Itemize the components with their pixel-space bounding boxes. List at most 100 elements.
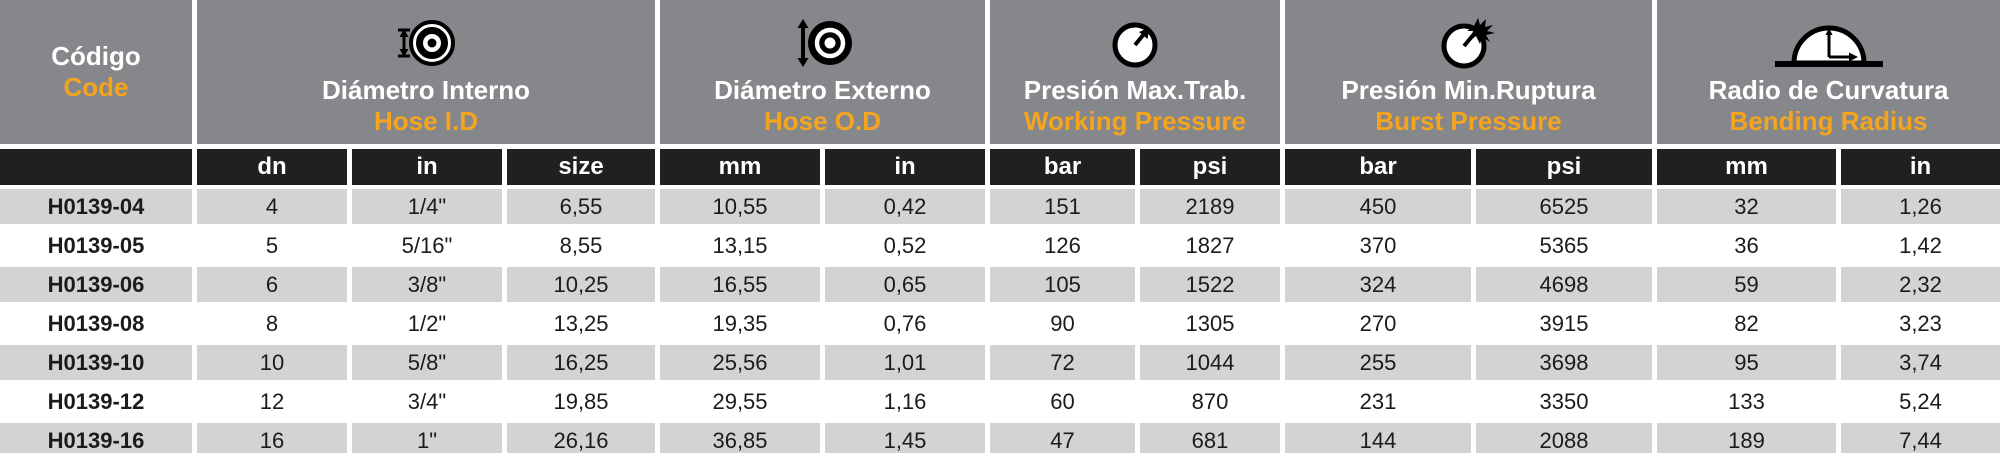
cell-size: 26,16 [507, 419, 660, 453]
table-row: H0139-05 5 5/16" 8,55 13,15 0,52 126 182… [0, 224, 2000, 263]
cell-bp-psi: 6525 [1476, 185, 1657, 224]
cell-bp-bar: 255 [1285, 341, 1476, 380]
unit-mm-br: mm [1657, 144, 1841, 185]
cell-br-in: 2,32 [1841, 263, 2000, 302]
code-cell: H0139-12 [0, 380, 197, 419]
cell-od-mm: 16,55 [660, 263, 825, 302]
cell-wp-bar: 151 [990, 185, 1140, 224]
cell-bp-psi: 4698 [1476, 263, 1657, 302]
header-working-pressure: Presión Max.Trab. Working Pressure [990, 0, 1285, 144]
cell-bp-psi: 3915 [1476, 302, 1657, 341]
cell-dn: 5 [197, 224, 352, 263]
header-working-pressure-es: Presión Max.Trab. [1023, 75, 1247, 105]
unit-dn: dn [197, 144, 352, 185]
header-codigo-es: Código [51, 40, 141, 71]
pressure-gauge-icon [1109, 18, 1161, 70]
code-cell: H0139-16 [0, 419, 197, 453]
table-row: H0139-16 16 1" 26,16 36,85 1,45 47 681 1… [0, 419, 2000, 453]
cell-size: 10,25 [507, 263, 660, 302]
cell-wp-bar: 105 [990, 263, 1140, 302]
cell-wp-bar: 60 [990, 380, 1140, 419]
cell-bp-bar: 370 [1285, 224, 1476, 263]
table-row: H0139-08 8 1/2" 13,25 19,35 0,76 90 1305… [0, 302, 2000, 341]
cell-dn: 4 [197, 185, 352, 224]
cell-od-in: 0,52 [825, 224, 990, 263]
cell-br-in: 3,74 [1841, 341, 2000, 380]
cell-od-mm: 29,55 [660, 380, 825, 419]
header-burst-pressure-en: Burst Pressure [1375, 106, 1562, 136]
burst-pressure-gauge-icon [1440, 16, 1498, 70]
header-inner-diameter-en: Hose I.D [373, 106, 479, 136]
cell-wp-bar: 72 [990, 341, 1140, 380]
table-body: H0139-04 4 1/4" 6,55 10,55 0,42 151 2189… [0, 185, 2000, 453]
cell-br-mm: 32 [1657, 185, 1841, 224]
unit-psi-wp: psi [1140, 144, 1285, 185]
cell-od-in: 0,65 [825, 263, 990, 302]
cell-bp-bar: 231 [1285, 380, 1476, 419]
cell-size: 6,55 [507, 185, 660, 224]
cell-br-mm: 59 [1657, 263, 1841, 302]
code-cell: H0139-05 [0, 224, 197, 263]
header-burst-pressure: Presión Min.Ruptura Burst Pressure [1285, 0, 1657, 144]
cell-dn: 16 [197, 419, 352, 453]
cell-od-in: 1,01 [825, 341, 990, 380]
cell-od-in: 1,45 [825, 419, 990, 453]
header-outer-diameter-es: Diámetro Externo [714, 75, 931, 105]
unit-in-br: in [1841, 144, 2000, 185]
unit-psi-bp: psi [1476, 144, 1657, 185]
header-burst-pressure-es: Presión Min.Ruptura [1341, 75, 1596, 105]
cell-wp-psi: 1044 [1140, 341, 1285, 380]
cell-br-in: 1,42 [1841, 224, 2000, 263]
table-row: H0139-04 4 1/4" 6,55 10,55 0,42 151 2189… [0, 185, 2000, 224]
cell-wp-bar: 126 [990, 224, 1140, 263]
cell-id-in: 1" [352, 419, 507, 453]
code-cell: H0139-08 [0, 302, 197, 341]
cell-size: 13,25 [507, 302, 660, 341]
bending-radius-icon [1774, 20, 1883, 70]
cell-id-in: 3/4" [352, 380, 507, 419]
cell-br-mm: 95 [1657, 341, 1841, 380]
header-inner-diameter: Diámetro Interno Hose I.D [197, 0, 660, 144]
header-codigo: Código Code [0, 0, 197, 144]
code-cell: H0139-04 [0, 185, 197, 224]
cell-wp-bar: 47 [990, 419, 1140, 453]
header-inner-diameter-es: Diámetro Interno [321, 75, 531, 105]
unit-size: size [507, 144, 660, 185]
code-cell: H0139-10 [0, 341, 197, 380]
unit-row: dn in size mm in bar psi bar psi mm in [0, 144, 2000, 185]
cell-size: 8,55 [507, 224, 660, 263]
table-row: H0139-12 12 3/4" 19,85 29,55 1,16 60 870… [0, 380, 2000, 419]
cell-od-mm: 10,55 [660, 185, 825, 224]
cell-id-in: 1/2" [352, 302, 507, 341]
cell-bp-bar: 324 [1285, 263, 1476, 302]
cell-od-mm: 19,35 [660, 302, 825, 341]
cell-br-in: 1,26 [1841, 185, 2000, 224]
cell-size: 19,85 [507, 380, 660, 419]
cell-wp-psi: 1305 [1140, 302, 1285, 341]
header-bending-radius-es: Radio de Curvatura [1708, 75, 1949, 105]
cell-bp-bar: 270 [1285, 302, 1476, 341]
cell-wp-psi: 2189 [1140, 185, 1285, 224]
cell-od-mm: 13,15 [660, 224, 825, 263]
cell-wp-psi: 870 [1140, 380, 1285, 419]
cell-br-mm: 82 [1657, 302, 1841, 341]
cell-dn: 12 [197, 380, 352, 419]
cell-br-in: 5,24 [1841, 380, 2000, 419]
header-bending-radius-en: Bending Radius [1729, 106, 1928, 136]
cell-bp-bar: 450 [1285, 185, 1476, 224]
unit-empty [0, 144, 197, 185]
cell-id-in: 5/8" [352, 341, 507, 380]
cell-od-mm: 25,56 [660, 341, 825, 380]
cell-id-in: 3/8" [352, 263, 507, 302]
cell-id-in: 5/16" [352, 224, 507, 263]
cell-bp-psi: 5365 [1476, 224, 1657, 263]
cell-bp-psi: 3350 [1476, 380, 1657, 419]
cell-br-in: 7,44 [1841, 419, 2000, 453]
code-cell: H0139-06 [0, 263, 197, 302]
cell-bp-psi: 2088 [1476, 419, 1657, 453]
cell-bp-psi: 3698 [1476, 341, 1657, 380]
unit-in-id: in [352, 144, 507, 185]
header-codigo-en: Code [63, 71, 129, 102]
table-row: H0139-10 10 5/8" 16,25 25,56 1,01 72 104… [0, 341, 2000, 380]
